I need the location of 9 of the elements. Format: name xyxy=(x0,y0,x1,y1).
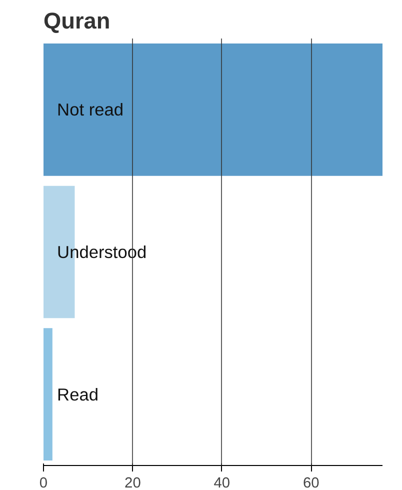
bar xyxy=(44,43,382,176)
y-tick-label: Read xyxy=(57,384,98,404)
x-tick-label: 40 xyxy=(214,476,230,490)
x-tick-label: 60 xyxy=(302,476,320,490)
chart-title: Quran xyxy=(44,8,110,34)
x-tick-label: 20 xyxy=(124,476,141,490)
x-tick-label: 0 xyxy=(39,476,48,490)
bar xyxy=(44,328,52,461)
y-tick-label: Not read xyxy=(57,100,124,120)
